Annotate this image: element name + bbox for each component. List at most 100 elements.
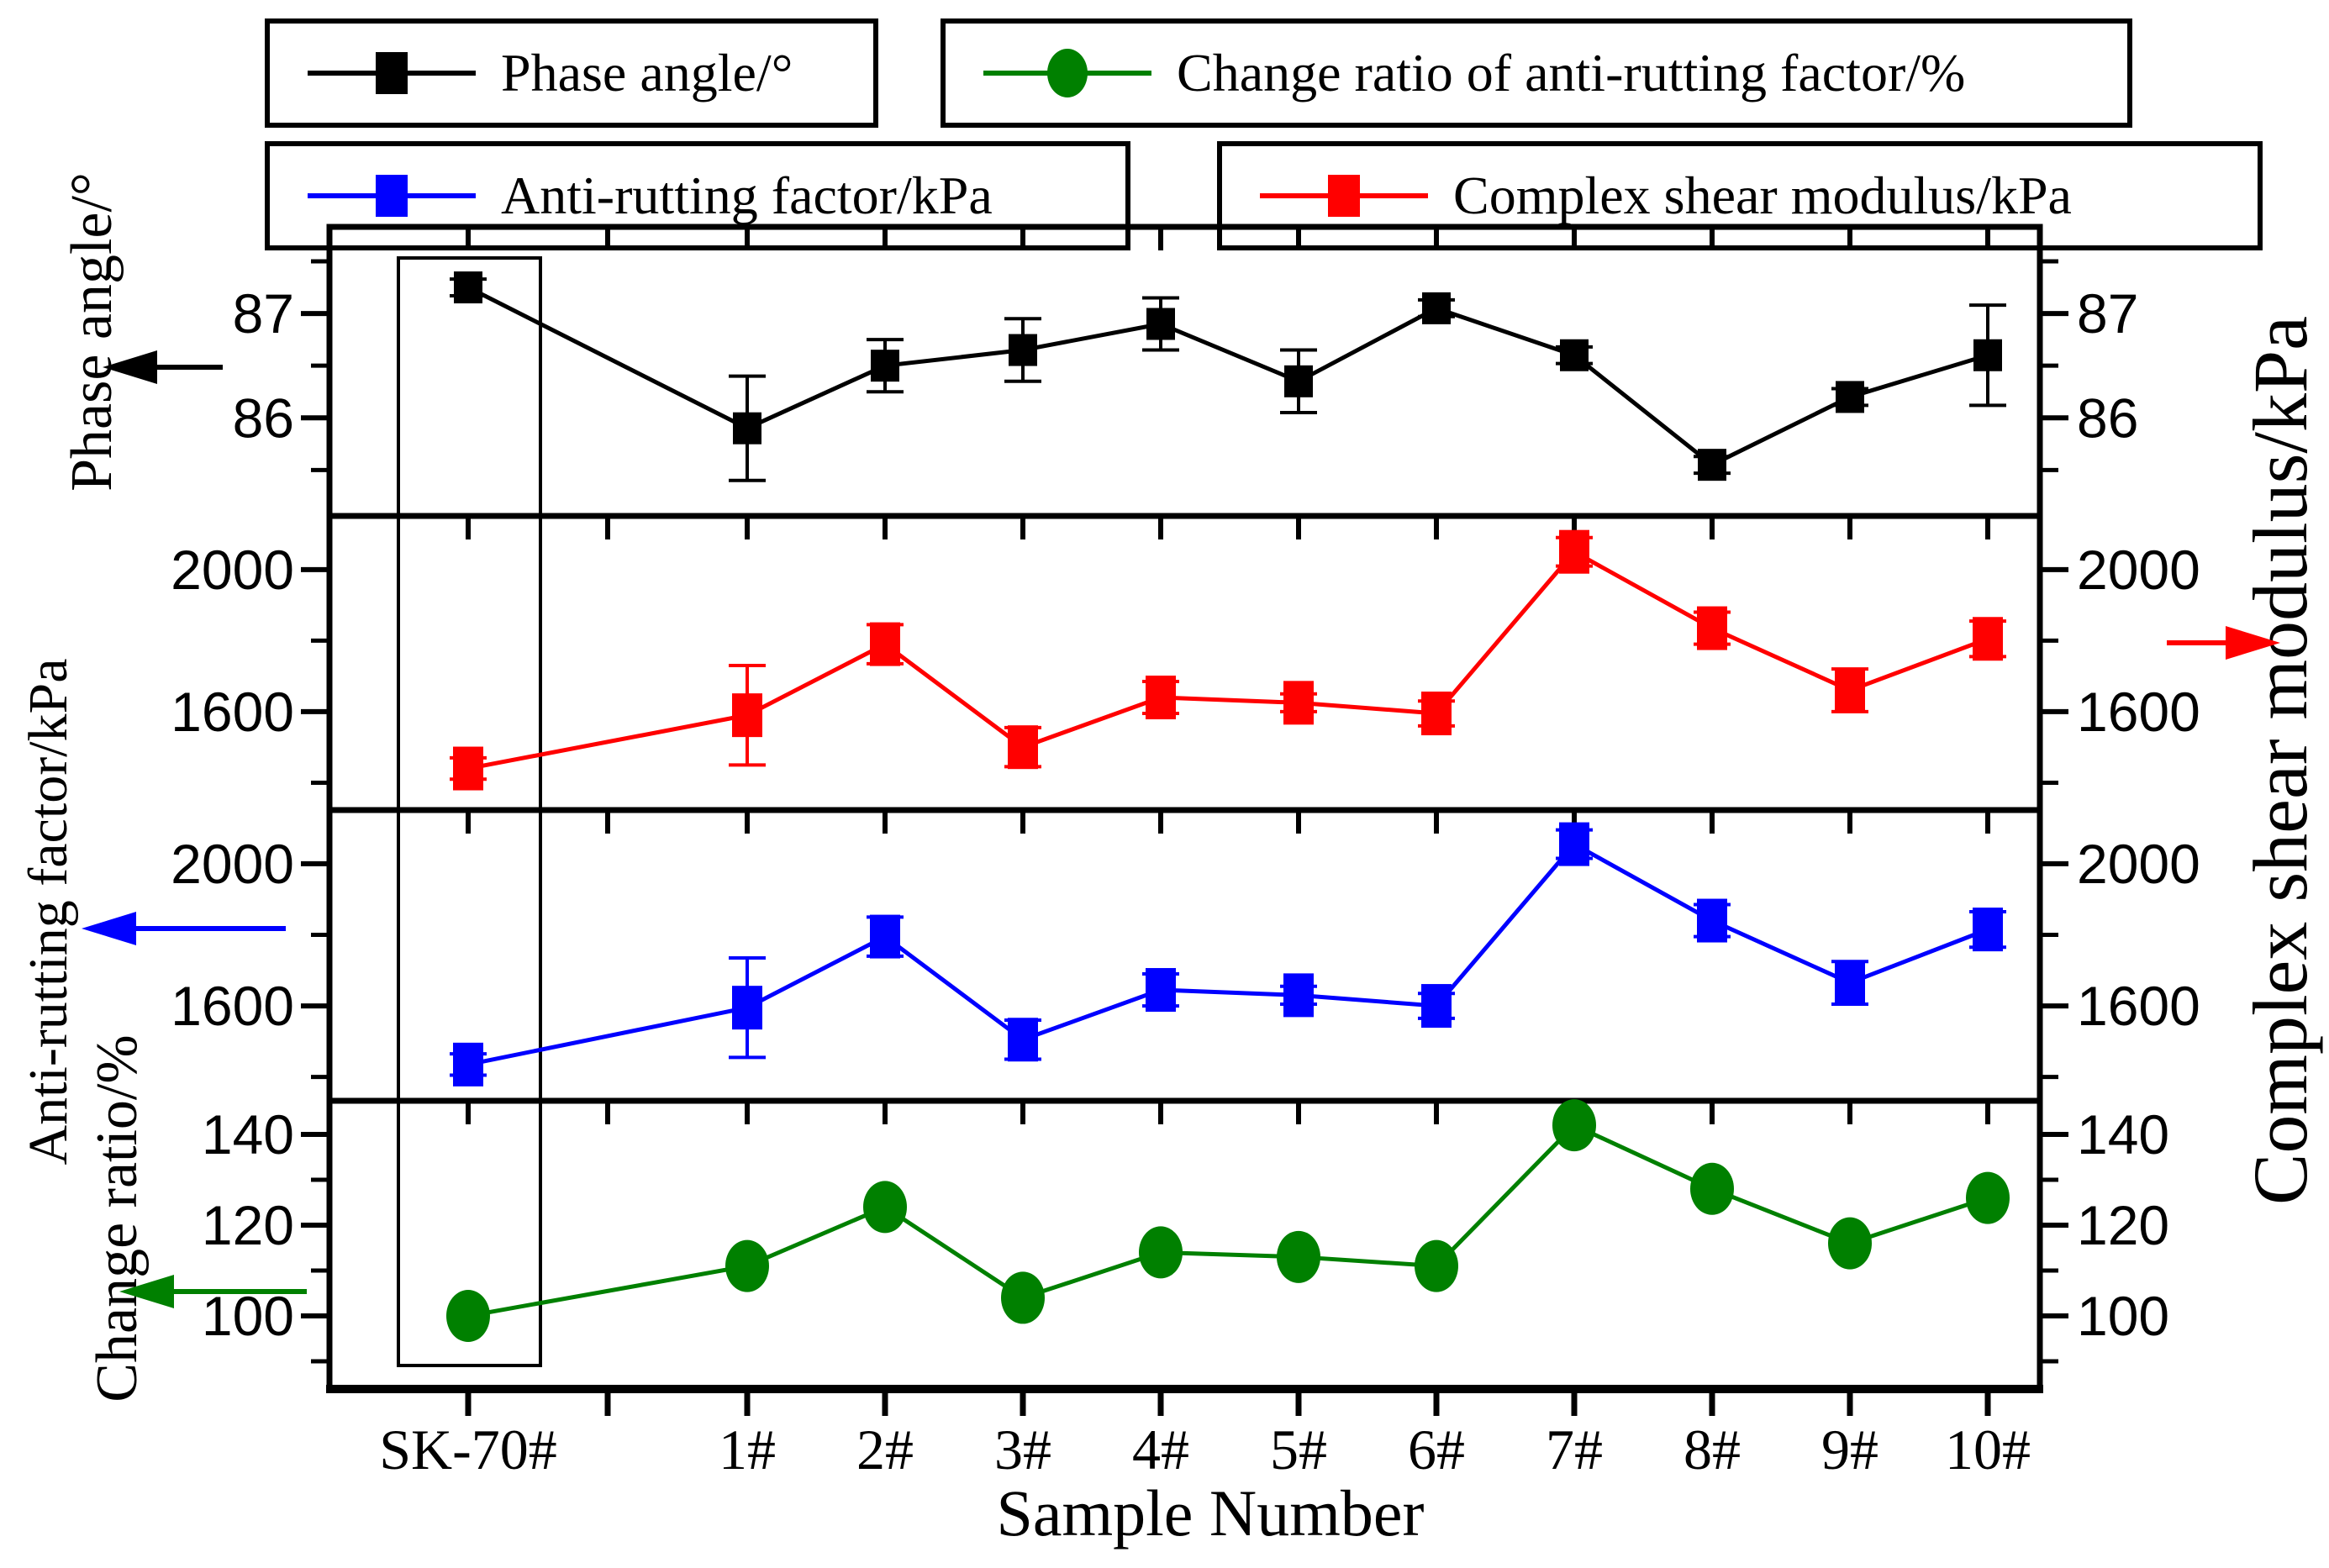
legend-box-phase-angle: Phase angle/° <box>265 18 878 128</box>
y-tick-label-right: 87 <box>2077 282 2138 345</box>
data-marker <box>1008 1018 1038 1062</box>
legend-box-change-ratio: Change ratio of anti-rutting factor/% <box>941 18 2132 128</box>
data-marker <box>1139 1226 1183 1279</box>
data-marker <box>1835 960 1865 1005</box>
y-tick-label-right: 1600 <box>2077 681 2200 743</box>
data-marker <box>1973 908 2003 952</box>
axis-arrow-head <box>103 350 157 384</box>
y-tick-label-left: 2000 <box>171 833 294 895</box>
data-marker <box>1001 1271 1045 1324</box>
legend-marker <box>376 52 408 94</box>
y-tick-label-left: 1600 <box>171 681 294 743</box>
legend-label-complex-shear: Complex shear modulus/kPa <box>1453 166 2072 225</box>
data-marker <box>863 1181 907 1234</box>
x-category-label: 4# <box>1132 1418 1189 1481</box>
change-ratio-legend-marker-icon <box>979 27 1156 119</box>
series-line <box>466 285 1989 468</box>
legend-swatch-svg <box>308 52 476 94</box>
panel-anti-rutting-factor: 2000 2000 1600 1600 <box>82 807 2200 1104</box>
y-tick-label-right: 120 <box>2077 1194 2169 1256</box>
y-tick-label-left: 140 <box>202 1103 294 1165</box>
legend-label-phase-angle: Phase angle/° <box>501 43 793 103</box>
data-marker <box>1284 365 1313 397</box>
legend-label-anti-rutting: Anti-rutting factor/kPa <box>501 166 993 225</box>
data-marker <box>1560 339 1589 371</box>
data-marker <box>1009 334 1037 366</box>
legend-box-complex-shear: Complex shear modulus/kPa <box>1217 141 2263 250</box>
x-category-label: 2# <box>856 1418 914 1481</box>
data-marker <box>453 746 483 791</box>
data-marker <box>870 914 900 959</box>
data-marker <box>1559 822 1589 866</box>
panel-frame <box>326 224 2043 519</box>
data-marker <box>454 271 482 304</box>
data-marker <box>1835 668 1865 713</box>
data-marker <box>1966 1171 2010 1224</box>
y-tick-label-left: 86 <box>233 387 294 449</box>
panel-phase-angle: 87 87 86 86 <box>103 224 2138 519</box>
data-marker <box>453 1042 483 1087</box>
y-tick-label-left: 120 <box>202 1194 294 1256</box>
data-marker <box>725 1239 769 1292</box>
data-marker <box>1008 725 1038 770</box>
y-tick-label-right: 140 <box>2077 1103 2169 1165</box>
series-line <box>467 841 1989 1067</box>
data-marker <box>1697 606 1727 650</box>
x-category-label: 9# <box>1821 1418 1878 1481</box>
data-marker <box>1559 529 1589 574</box>
data-marker <box>732 986 762 1030</box>
data-marker <box>732 693 762 738</box>
complex-shear-legend-marker-icon <box>1256 150 1432 242</box>
data-marker <box>1973 339 2002 371</box>
data-marker <box>1146 968 1176 1013</box>
data-marker <box>1552 1099 1596 1152</box>
data-marker <box>870 622 900 666</box>
panel-frame <box>326 1097 2043 1392</box>
x-category-label: 3# <box>994 1418 1051 1481</box>
series-line <box>467 549 1989 771</box>
data-marker <box>1421 692 1452 736</box>
panel-frame <box>326 513 2043 813</box>
data-marker <box>1973 617 2003 661</box>
data-marker <box>1146 308 1175 340</box>
data-marker <box>871 350 899 382</box>
data-marker <box>1697 898 1727 943</box>
x-category-label: 6# <box>1408 1418 1465 1481</box>
legend-box-anti-rutting: Anti-rutting factor/kPa <box>265 141 1130 250</box>
legend-marker <box>376 175 408 217</box>
phase-angle-legend-marker-icon <box>303 27 480 119</box>
data-marker <box>1421 984 1452 1029</box>
x-category-label: SK-70# <box>379 1418 557 1481</box>
y-tick-label-left: 100 <box>202 1285 294 1347</box>
data-marker <box>1690 1162 1734 1215</box>
x-category-label: 10# <box>1945 1418 2031 1481</box>
x-axis-title: Sample Number <box>996 1476 1425 1550</box>
y-tick-label-right: 100 <box>2077 1285 2169 1347</box>
anti-rutting-legend-marker-icon <box>303 150 480 242</box>
data-marker <box>1283 681 1314 725</box>
legend-marker <box>1047 49 1088 97</box>
y-tick-label-left: 2000 <box>171 539 294 601</box>
data-marker <box>1277 1230 1320 1283</box>
x-category-label: 5# <box>1270 1418 1327 1481</box>
data-marker <box>1698 449 1726 481</box>
data-marker <box>1415 1239 1458 1292</box>
axis-arrow-head <box>82 912 136 945</box>
axis-arrow-head <box>2226 626 2280 660</box>
panel-frame <box>326 807 2043 1104</box>
data-marker <box>1828 1217 1872 1270</box>
legend-swatch-svg <box>1260 175 1428 217</box>
data-marker <box>733 412 761 445</box>
data-marker <box>1422 292 1451 324</box>
y-tick-label-left: 1600 <box>171 975 294 1037</box>
axis-arrow-head <box>119 1275 174 1308</box>
y-tick-label-right: 2000 <box>2077 833 2200 895</box>
legend-label-change-ratio: Change ratio of anti-rutting factor/% <box>1177 43 1966 103</box>
data-marker <box>1836 381 1864 413</box>
data-marker <box>1146 676 1176 720</box>
series-line <box>467 1123 1989 1318</box>
legend-swatch-svg <box>983 49 1151 97</box>
x-category-label: 1# <box>719 1418 776 1481</box>
data-marker <box>446 1290 490 1343</box>
